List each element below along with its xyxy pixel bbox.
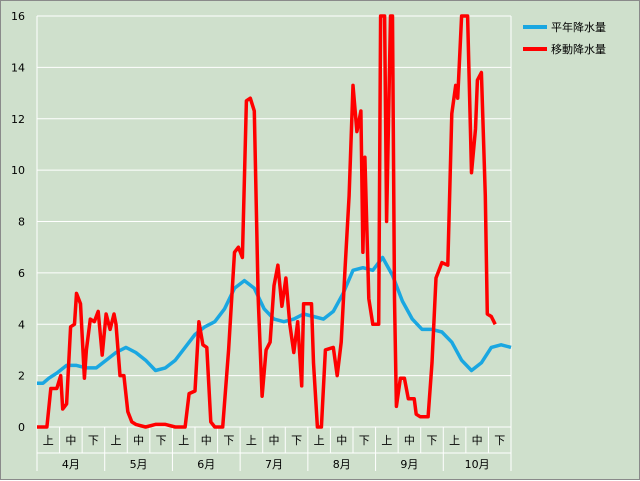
y-tick-label: 8 (18, 216, 25, 229)
y-tick-label: 14 (11, 61, 25, 74)
x-tick-period: 上 (178, 434, 189, 447)
y-tick-labels: 0 2 4 6 8 10 12 14 16 (11, 10, 25, 434)
x-tick-month: 5月 (130, 458, 148, 471)
x-tick-period: 中 (133, 434, 144, 447)
y-tick-label: 12 (11, 113, 25, 126)
x-tick-period: 上 (314, 434, 325, 447)
x-tick-period: 上 (246, 434, 257, 447)
y-tick-label: 16 (11, 10, 25, 23)
x-tick-period: 下 (359, 434, 370, 447)
y-tick-label: 4 (18, 318, 25, 331)
x-tick-period: 下 (291, 434, 302, 447)
series-lines (37, 14, 512, 429)
x-tick-period: 下 (223, 434, 234, 447)
legend-label-moving: 移動降水量 (551, 42, 606, 56)
y-tick-label: 10 (11, 164, 25, 177)
legend: 平年降水量 移動降水量 (523, 20, 606, 56)
x-tick-period: 下 (88, 434, 99, 447)
x-tick-month: 10月 (465, 458, 490, 471)
x-tick-period: 上 (43, 434, 54, 447)
x-tick-period: 中 (404, 434, 415, 447)
x-tick-period: 中 (336, 434, 347, 447)
x-tick-period: 上 (111, 434, 122, 447)
legend-label-normal: 平年降水量 (551, 20, 606, 34)
x-tick-period: 中 (269, 434, 280, 447)
y-tick-label: 2 (18, 370, 25, 383)
x-tick-period: 中 (201, 434, 212, 447)
series-line-1 (37, 14, 497, 429)
x-tick-month: 4月 (62, 458, 80, 471)
y-tick-label: 0 (18, 421, 25, 434)
x-tick-period: 中 (472, 434, 483, 447)
x-tick-period: 上 (381, 434, 392, 447)
x-tick-month: 8月 (333, 458, 351, 471)
x-tick-period: 下 (156, 434, 167, 447)
x-tick-month: 7月 (265, 458, 283, 471)
x-tick-period: 中 (65, 434, 76, 447)
x-tick-month: 6月 (197, 458, 215, 471)
x-tick-month: 9月 (400, 458, 418, 471)
x-tick-period: 下 (494, 434, 505, 447)
x-tick-period: 下 (427, 434, 438, 447)
x-axis: 上中下4月上中下5月上中下6月上中下7月上中下8月上中下9月上中下10月 (36, 426, 512, 471)
series-line-0 (37, 255, 512, 386)
y-tick-label: 6 (18, 267, 25, 280)
x-tick-period: 上 (449, 434, 460, 447)
